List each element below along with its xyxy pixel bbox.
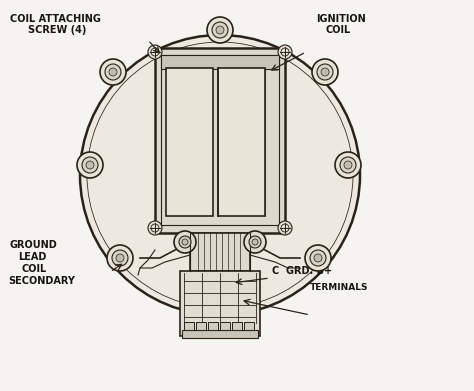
Bar — [196, 322, 206, 334]
Text: COIL: COIL — [326, 25, 351, 35]
Bar — [244, 322, 254, 334]
Bar — [182, 330, 258, 338]
Text: COIL ATTACHING: COIL ATTACHING — [10, 14, 101, 24]
Bar — [190, 233, 250, 271]
Circle shape — [207, 17, 233, 43]
Circle shape — [278, 221, 292, 235]
Circle shape — [314, 254, 322, 262]
Circle shape — [249, 236, 261, 248]
Circle shape — [77, 152, 103, 178]
Circle shape — [148, 45, 162, 59]
Circle shape — [244, 231, 266, 253]
Circle shape — [182, 239, 188, 245]
Text: IGNITION: IGNITION — [316, 14, 366, 24]
Circle shape — [312, 59, 338, 85]
Text: TERMINALS: TERMINALS — [310, 283, 368, 292]
Circle shape — [278, 45, 292, 59]
Bar — [161, 55, 279, 225]
Text: COIL: COIL — [22, 264, 47, 274]
Bar — [180, 271, 260, 336]
Circle shape — [216, 26, 224, 34]
Circle shape — [340, 157, 356, 173]
Circle shape — [105, 64, 121, 80]
Circle shape — [179, 236, 191, 248]
Circle shape — [116, 254, 124, 262]
Bar — [161, 55, 279, 69]
Bar — [184, 322, 194, 334]
Bar — [218, 68, 265, 216]
Circle shape — [321, 68, 329, 76]
Circle shape — [335, 152, 361, 178]
Bar — [232, 322, 242, 334]
Circle shape — [100, 59, 126, 85]
Circle shape — [80, 35, 360, 315]
Circle shape — [344, 161, 352, 169]
Circle shape — [305, 245, 331, 271]
Bar — [220, 322, 230, 334]
Circle shape — [109, 68, 117, 76]
Bar — [166, 68, 213, 216]
Text: SECONDARY: SECONDARY — [8, 276, 75, 286]
Circle shape — [148, 221, 162, 235]
Circle shape — [86, 161, 94, 169]
Bar — [208, 322, 218, 334]
Circle shape — [112, 250, 128, 266]
Bar — [155, 48, 285, 233]
Circle shape — [310, 250, 326, 266]
Text: SCREW (4): SCREW (4) — [28, 25, 86, 35]
Circle shape — [212, 22, 228, 38]
Circle shape — [317, 64, 333, 80]
Circle shape — [82, 157, 98, 173]
Circle shape — [107, 245, 133, 271]
Text: GROUND: GROUND — [10, 240, 58, 250]
Text: C  GRD. B+: C GRD. B+ — [272, 266, 332, 276]
Circle shape — [174, 231, 196, 253]
Circle shape — [252, 239, 258, 245]
Text: LEAD: LEAD — [18, 252, 46, 262]
